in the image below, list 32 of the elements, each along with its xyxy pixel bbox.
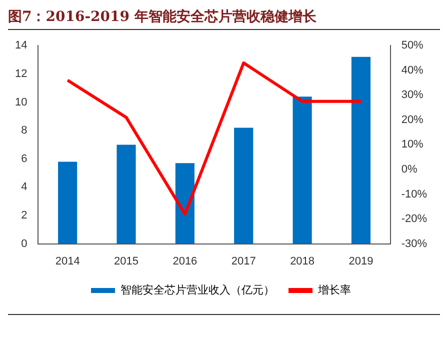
x-tick-label: 2018 xyxy=(290,255,315,268)
y-tick-label: 0 xyxy=(21,238,28,250)
y2-tick-label: 10% xyxy=(401,138,424,151)
legend-label: 增长率 xyxy=(317,283,351,296)
y2-tick-label: 20% xyxy=(401,114,424,126)
bar xyxy=(351,56,371,244)
y2-tick-label: 0% xyxy=(401,164,418,176)
legend-label: 智能安全芯片营业收入（亿元） xyxy=(120,283,274,296)
x-tick-label: 2015 xyxy=(114,255,138,268)
y2-tick-label: -20% xyxy=(401,213,428,226)
bar xyxy=(58,162,78,244)
x-tick-label: 2016 xyxy=(172,255,198,268)
y-tick-label: 14 xyxy=(14,40,28,52)
y-tick-label: 12 xyxy=(14,68,28,80)
y2-tick-label: -10% xyxy=(401,188,428,200)
chart-title: 图7：2016-2019 年智能安全芯片营收稳健增长 xyxy=(8,8,440,30)
bar xyxy=(175,163,194,244)
y2-tick-label: 40% xyxy=(401,64,424,76)
y-tick-label: 10 xyxy=(14,96,28,108)
x-tick-label: 2017 xyxy=(231,255,256,268)
bar xyxy=(292,96,312,244)
x-tick-label: 2019 xyxy=(348,255,374,268)
y2-tick-label: -30% xyxy=(401,238,428,250)
bar xyxy=(234,128,254,244)
bar xyxy=(116,144,136,244)
y-tick-label: 8 xyxy=(21,124,28,137)
y-tick-label: 6 xyxy=(21,152,28,165)
y-tick-label: 4 xyxy=(21,181,28,194)
y2-tick-label: 30% xyxy=(401,89,424,102)
y2-tick-label: 50% xyxy=(401,40,424,52)
y-tick-label: 2 xyxy=(21,210,28,222)
x-tick-label: 2014 xyxy=(55,255,80,268)
